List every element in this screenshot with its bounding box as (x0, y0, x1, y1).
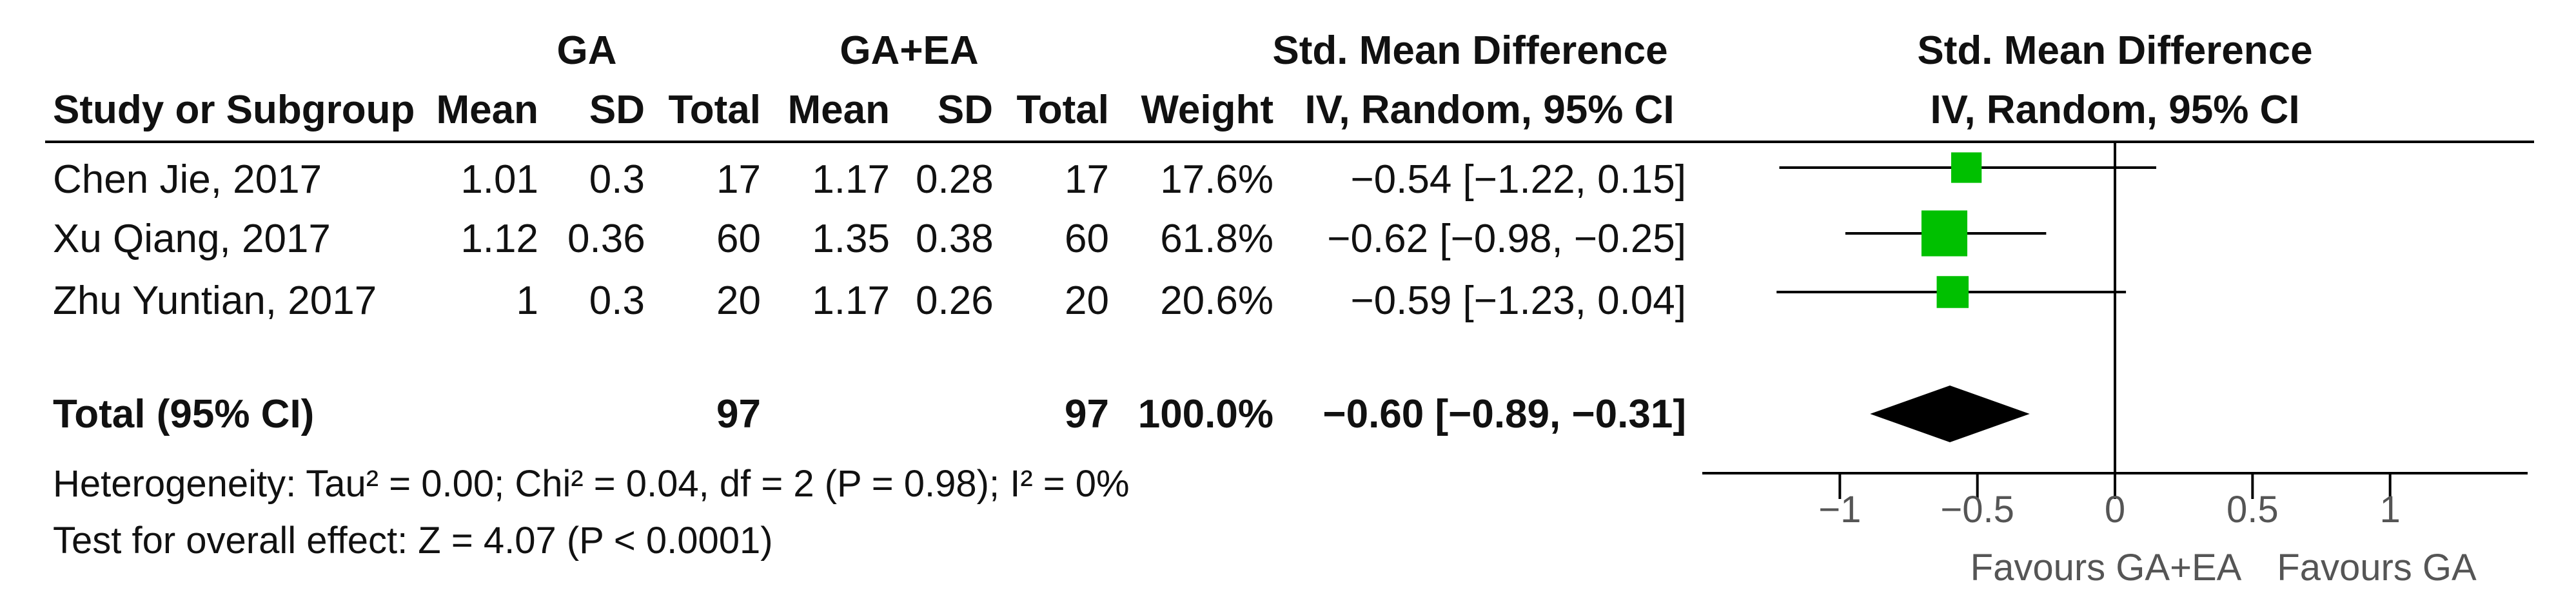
x-axis-tick-label: 0.5 (2227, 489, 2279, 531)
total2-value: 17 (1065, 157, 1109, 202)
weight-header: Weight (1141, 88, 1274, 132)
ci-value: −0.62 [−0.98, −0.25] (1327, 217, 1686, 261)
x-axis-tick-label: 0 (2105, 489, 2125, 531)
total-weight: 100.0% (1137, 392, 1273, 436)
total1-header: Total (668, 88, 762, 132)
total1-value: 17 (716, 157, 761, 202)
overall-effect-text: Test for overall effect: Z = 4.07 (P < 0… (53, 520, 773, 562)
forest-plot-marks: −1 −0.5 0 0.5 1 (1702, 142, 2528, 531)
favours-right-label: Favours GA (2277, 547, 2477, 589)
study-name: Zhu Yuntian, 2017 (53, 279, 377, 323)
x-axis-tick-label: −1 (1818, 489, 1861, 531)
total2-value: 60 (1065, 217, 1109, 261)
mean1-value: 1 (516, 279, 538, 323)
weight-value: 17.6% (1160, 157, 1273, 202)
group1-header: GA (556, 28, 617, 73)
mean1-value: 1.12 (460, 217, 538, 261)
plot-title: Std. Mean Difference (1917, 28, 2313, 73)
x-axis-tick-label: −0.5 (1940, 489, 2014, 531)
total1-sum: 97 (716, 392, 761, 436)
ci-value: −0.54 [−1.22, 0.15] (1350, 157, 1686, 202)
mean2-header: Mean (787, 88, 890, 132)
plot-method-header: IV, Random, 95% CI (1930, 88, 2300, 132)
weight-value: 61.8% (1160, 217, 1273, 261)
total1-value: 60 (716, 217, 761, 261)
summary-diamond (1870, 386, 2030, 442)
study-point-marker (1921, 210, 1968, 257)
study-name: Chen Jie, 2017 (53, 157, 322, 202)
total2-header: Total (1016, 88, 1110, 132)
sd1-value: 0.36 (567, 217, 645, 261)
total-ci: −0.60 [−0.89, −0.31] (1322, 392, 1686, 436)
total-label: Total (95% CI) (53, 392, 315, 436)
total2-value: 20 (1065, 279, 1109, 323)
sd2-header: SD (937, 88, 993, 132)
mean2-value: 1.17 (812, 157, 890, 202)
total2-sum: 97 (1065, 392, 1109, 436)
sd1-value: 0.3 (589, 279, 645, 323)
mean2-value: 1.35 (812, 217, 890, 261)
study-point-marker (1951, 152, 1982, 183)
header-rule (45, 141, 2534, 143)
study-point-marker (1936, 276, 1969, 308)
mean1-value: 1.01 (460, 157, 538, 202)
heterogeneity-text: Heterogeneity: Tau² = 0.00; Chi² = 0.04,… (53, 463, 1130, 505)
method-header: IV, Random, 95% CI (1304, 88, 1675, 132)
favours-left-label: Favours GA+EA (1971, 547, 2242, 589)
ci-value: −0.59 [−1.23, 0.04] (1350, 279, 1686, 323)
sd2-value: 0.38 (916, 217, 994, 261)
sd1-header: SD (589, 88, 645, 132)
study-name: Xu Qiang, 2017 (53, 217, 331, 261)
sd1-value: 0.3 (589, 157, 645, 202)
mean1-header: Mean (436, 88, 538, 132)
sd2-value: 0.26 (916, 279, 994, 323)
weight-value: 20.6% (1160, 279, 1273, 323)
sd2-value: 0.28 (916, 157, 994, 202)
study-column-header: Study or Subgroup (53, 88, 415, 132)
effect-title: Std. Mean Difference (1272, 28, 1668, 73)
mean2-value: 1.17 (812, 279, 890, 323)
total1-value: 20 (716, 279, 761, 323)
x-axis-tick-label: 1 (2380, 489, 2401, 531)
group2-header: GA+EA (840, 28, 979, 73)
